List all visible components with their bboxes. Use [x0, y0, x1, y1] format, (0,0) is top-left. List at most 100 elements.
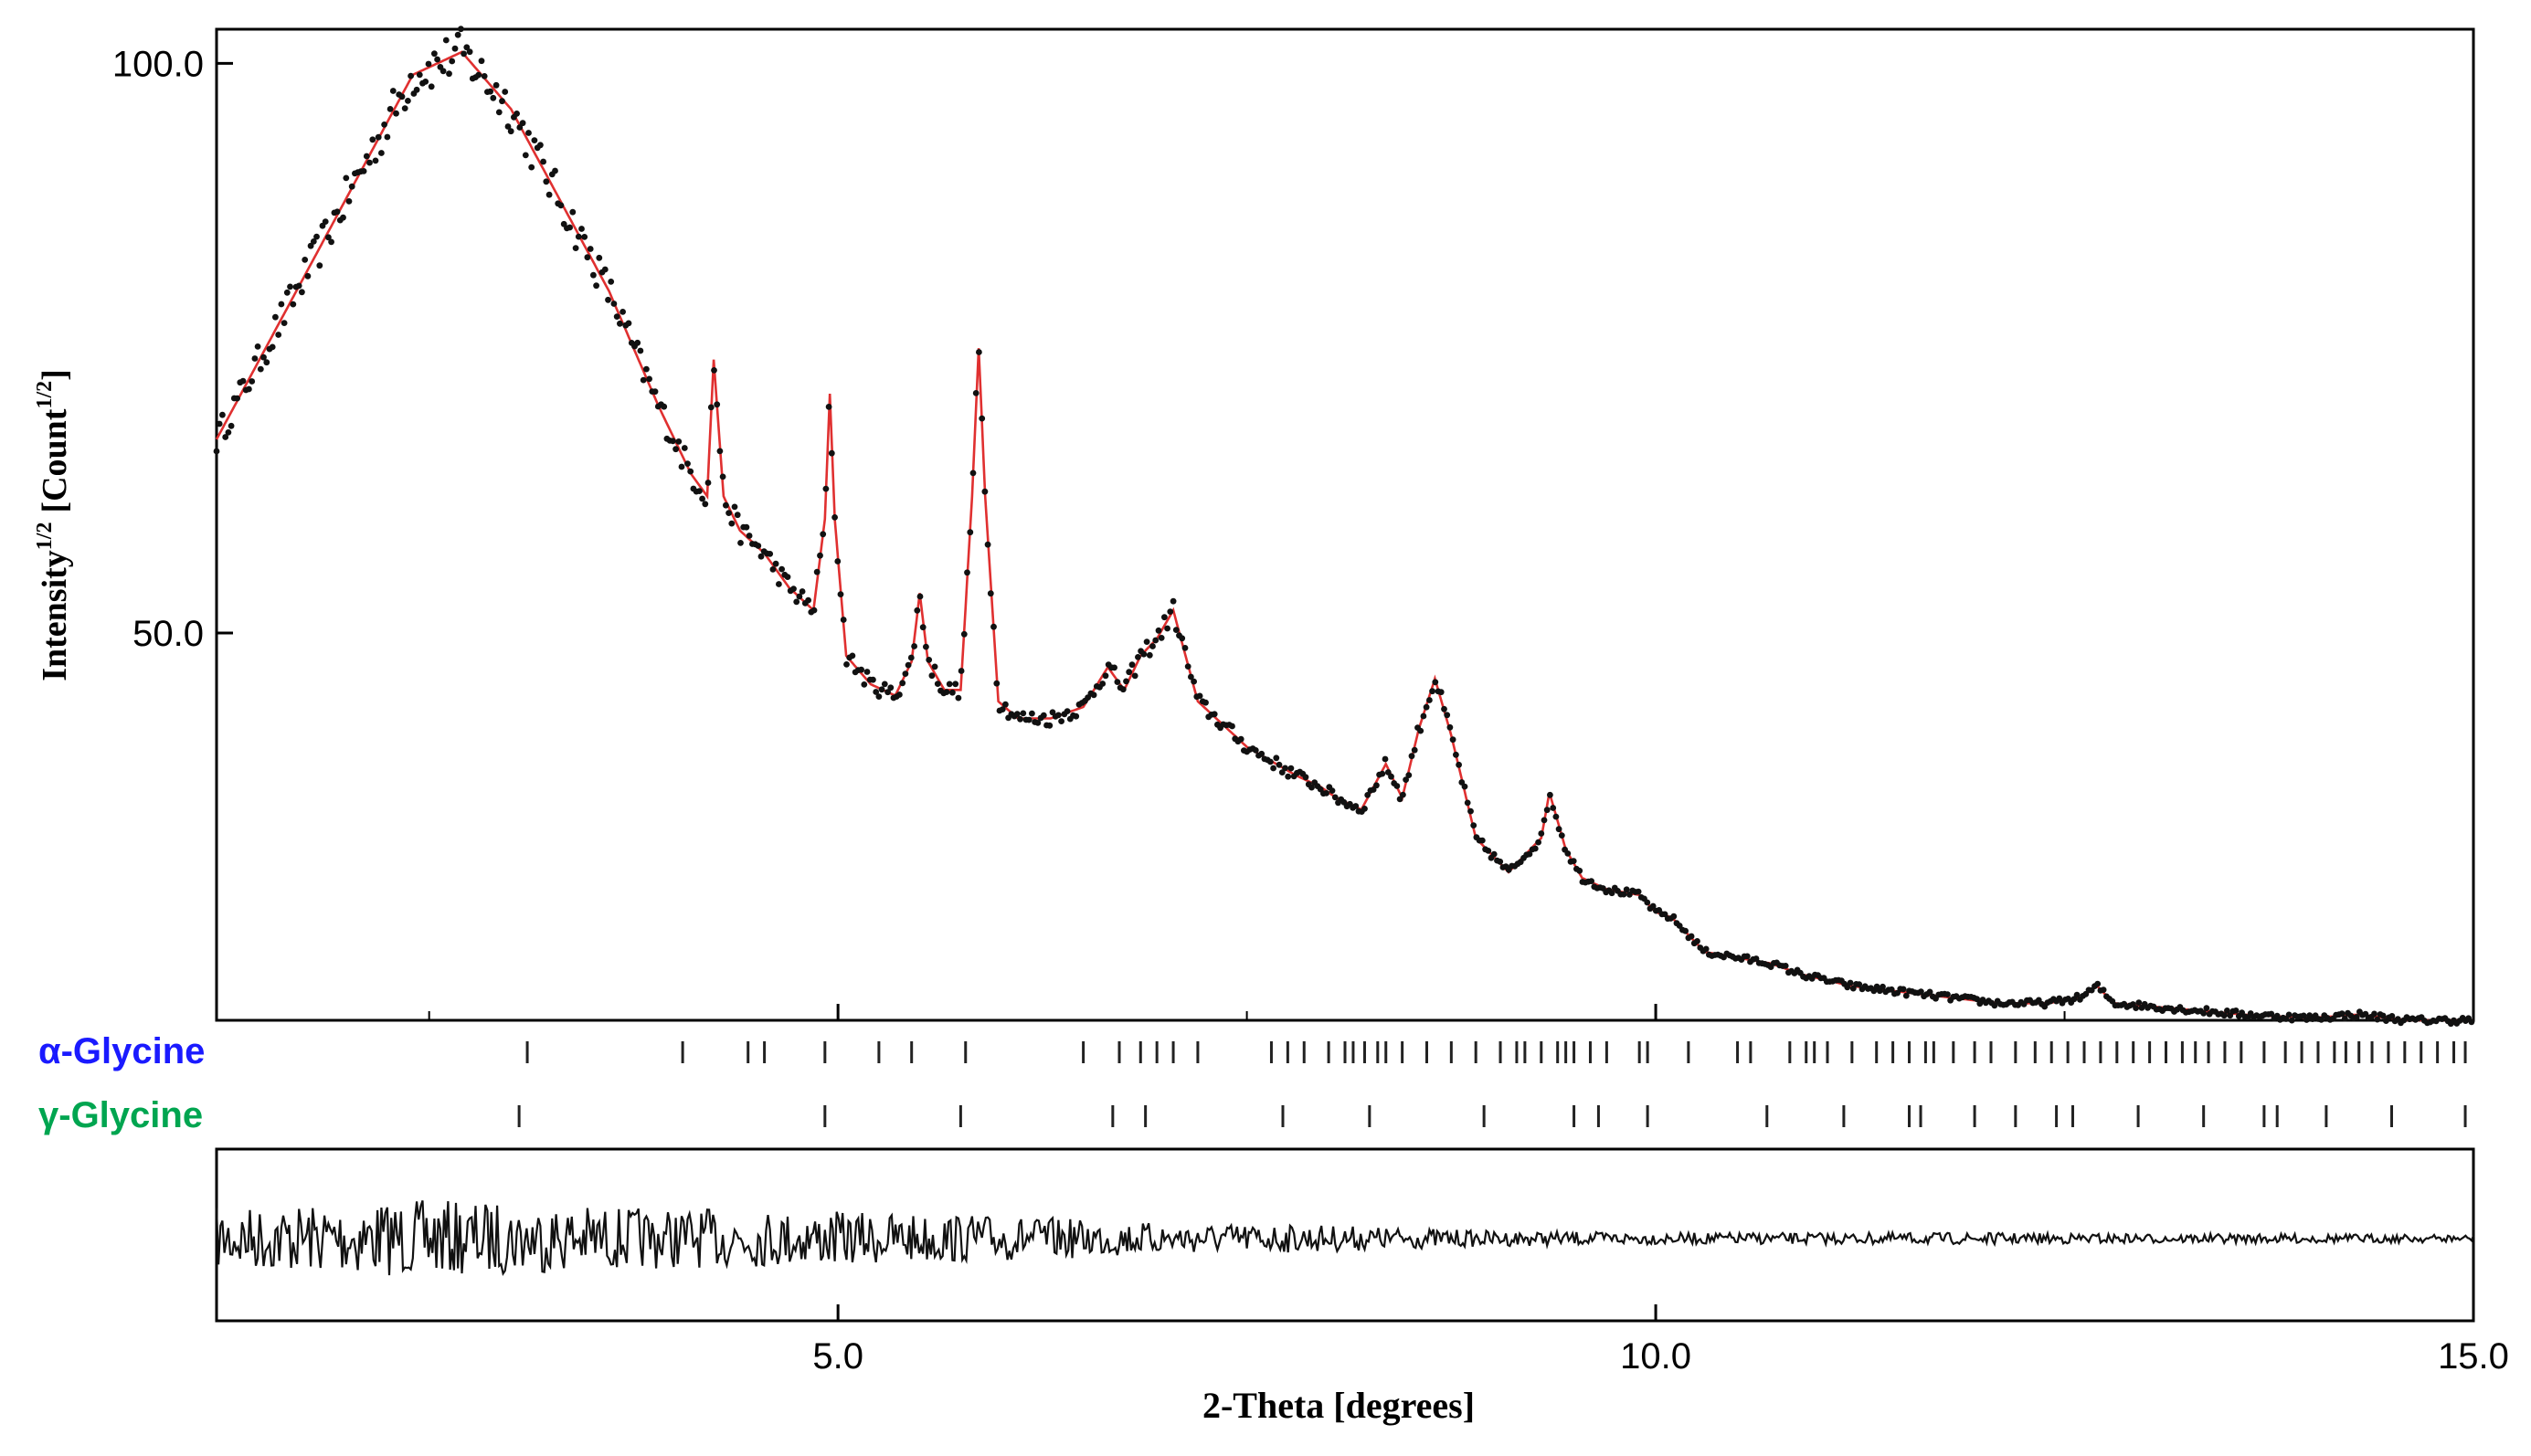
series-observed-point	[1146, 651, 1153, 659]
series-observed-point	[1420, 712, 1427, 720]
series-observed-point	[1400, 791, 1406, 798]
series-observed-point	[1702, 945, 1710, 953]
series-observed-point	[366, 159, 373, 166]
series-observed-point	[928, 672, 936, 680]
series-observed-point	[499, 98, 505, 105]
series-observed-point	[840, 617, 847, 623]
series-observed-point	[431, 50, 438, 58]
x-axis-title: 2-Theta [degrees]	[1202, 1385, 1475, 1426]
series-observed-point	[310, 238, 317, 245]
series-observed-point	[861, 681, 868, 688]
series-observed-point	[557, 202, 565, 209]
y-tick-label: 50.0	[132, 614, 204, 654]
series-observed-point	[725, 510, 732, 516]
series-observed-point	[755, 543, 762, 549]
series-observed-point	[2318, 1016, 2324, 1023]
series-observed-point	[2388, 1013, 2396, 1019]
series-observed-point	[1046, 722, 1054, 729]
series-observed-point	[2353, 1014, 2360, 1020]
series-observed-point	[490, 94, 497, 101]
series-observed-point	[454, 31, 461, 38]
series-observed-point	[843, 661, 850, 668]
series-observed-point	[1123, 678, 1129, 685]
series-observed-point	[1900, 986, 1907, 993]
series-observed-point	[969, 470, 977, 477]
series-observed-point	[1526, 850, 1533, 858]
series-observed-point	[287, 283, 293, 290]
series-observed-point	[313, 233, 320, 240]
series-observed-point	[1013, 711, 1021, 718]
series-observed-point	[283, 289, 291, 296]
series-observed-point	[687, 468, 694, 475]
series-observed-point	[2133, 1005, 2140, 1011]
series-observed-point	[1490, 850, 1498, 858]
series-observed-point	[1152, 637, 1160, 644]
series-observed-point	[1034, 720, 1042, 726]
series-observed-point	[2371, 1010, 2377, 1018]
series-observed-point	[849, 652, 856, 659]
series-observed-point	[731, 503, 738, 511]
series-observed-point	[914, 607, 921, 614]
series-observed-point	[757, 553, 765, 560]
series-observed-point	[699, 495, 705, 502]
series-observed-point	[439, 68, 447, 75]
series-observed-point	[1694, 938, 1700, 944]
series-observed-point	[1411, 746, 1418, 754]
series-observed-point	[737, 540, 744, 546]
series-observed-point	[481, 73, 488, 79]
series-observed-point	[1918, 988, 1924, 996]
series-observed-point	[307, 242, 314, 249]
series-observed-point	[772, 560, 779, 567]
main-plot-frame	[215, 27, 2475, 1022]
series-observed-point	[1688, 933, 1695, 940]
series-observed-point	[1119, 686, 1127, 693]
series-observed-point	[1126, 669, 1133, 676]
series-observed-point	[1393, 783, 1401, 789]
series-observed-point	[408, 72, 414, 79]
series-observed-point	[1128, 661, 1136, 669]
series-observed-point	[979, 415, 986, 422]
series-observed-point	[1880, 983, 1886, 990]
series-observed-point	[1444, 712, 1451, 719]
series-observed-point	[254, 343, 261, 350]
series-observed-point	[2056, 995, 2063, 1002]
series-observed-point	[219, 411, 226, 418]
series-observed-point	[651, 388, 659, 396]
series-observed-point	[976, 349, 982, 355]
difference-curve	[215, 1200, 2475, 1277]
series-observed-point	[1282, 765, 1288, 772]
series-observed-point	[1229, 723, 1235, 730]
series-observed-point	[504, 123, 512, 130]
series-observed-point	[478, 58, 485, 65]
series-observed-point	[1926, 988, 1933, 996]
series-observed-point	[1188, 673, 1194, 681]
series-observed-point	[1547, 791, 1553, 798]
series-observed-point	[569, 208, 577, 216]
series-observed-point	[378, 150, 385, 156]
series-observed-point	[384, 133, 391, 141]
series-observed-point	[1287, 765, 1295, 772]
series-observed-point	[793, 598, 800, 606]
series-observed-point	[1276, 761, 1283, 768]
series-calculated-line	[215, 50, 2473, 1022]
series-observed-point	[625, 320, 632, 327]
series-observed-point	[1017, 715, 1023, 723]
series-observed-point	[1437, 689, 1445, 696]
series-observed-point	[1449, 736, 1456, 744]
series-observed-point	[537, 142, 544, 149]
series-observed-point	[875, 693, 883, 700]
series-observed-point	[734, 512, 741, 519]
series-observed-point	[896, 691, 903, 698]
series-observed-point	[813, 568, 821, 575]
series-observed-point	[719, 473, 726, 480]
series-observed-point	[899, 680, 906, 687]
series-observed-point	[416, 71, 423, 79]
series-observed-point	[1258, 750, 1266, 757]
series-observed-point	[552, 167, 558, 174]
series-observed-point	[422, 79, 429, 85]
series-observed-point	[610, 301, 618, 307]
series-observed-point	[516, 124, 524, 131]
series-observed-point	[1167, 608, 1174, 615]
series-observed-point	[784, 574, 791, 580]
series-observed-point	[790, 586, 797, 592]
